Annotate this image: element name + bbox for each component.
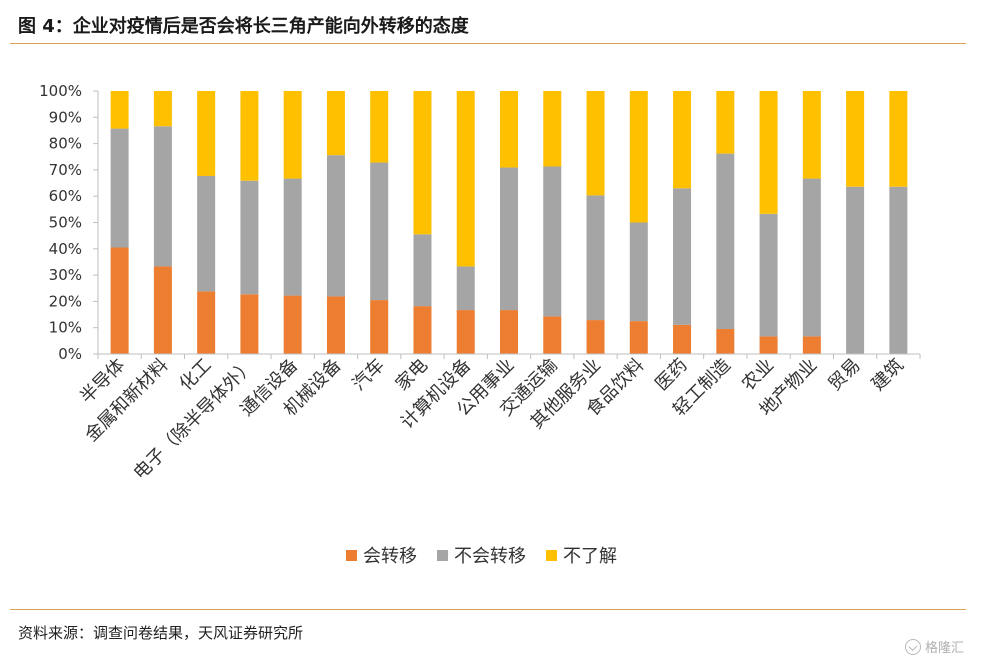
bar-segment-will-move bbox=[197, 291, 216, 354]
legend-label: 不会转移 bbox=[454, 546, 526, 567]
bar-segment-will-move bbox=[283, 295, 302, 354]
bar-segment-unknown bbox=[889, 91, 908, 187]
bar-segment-unknown bbox=[716, 91, 735, 154]
bar-segment-unknown bbox=[110, 91, 129, 129]
x-axis bbox=[93, 90, 921, 359]
bar-segment-will-not-move bbox=[802, 178, 821, 337]
bar-segment-will-not-move bbox=[586, 195, 605, 321]
chart-title: 图 4：企业对疫情后是否会将长三角产能向外转移的态度 bbox=[18, 16, 469, 37]
bar-segment-will-not-move bbox=[240, 180, 259, 295]
bar-segment-unknown bbox=[846, 91, 865, 187]
bar-segment-will-move bbox=[110, 247, 129, 354]
bar-segment-unknown bbox=[500, 91, 518, 168]
bar-segment-will-not-move bbox=[153, 126, 172, 267]
bar-segment-unknown bbox=[283, 91, 302, 179]
bar-segment-will-not-move bbox=[673, 188, 692, 325]
legend-swatch bbox=[546, 549, 557, 561]
y-tick-label: 40% bbox=[49, 240, 82, 258]
bar-segment-will-not-move bbox=[110, 128, 129, 248]
legend-label: 会转移 bbox=[363, 546, 417, 567]
watermark-logo-icon bbox=[904, 638, 921, 655]
y-tick-label: 100% bbox=[39, 82, 82, 100]
bar-segment-will-not-move bbox=[889, 186, 908, 354]
x-tick-label: 贸易 bbox=[824, 355, 864, 395]
bar-segment-will-not-move bbox=[846, 186, 865, 354]
x-tick-label: 建筑 bbox=[868, 355, 908, 395]
legend-label: 不了解 bbox=[563, 546, 617, 567]
bar-segment-unknown bbox=[802, 91, 821, 179]
bar-segment-unknown bbox=[629, 91, 648, 223]
bar-segment-will-move bbox=[543, 316, 562, 354]
bar-segment-will-not-move bbox=[370, 162, 389, 301]
bar-segment-will-move bbox=[716, 329, 735, 354]
title-divider bbox=[10, 43, 966, 44]
bar-segment-will-not-move bbox=[716, 153, 735, 330]
bar-segment-unknown bbox=[456, 91, 475, 267]
source-note: 资料来源：调查问卷结果，天风证券研究所 bbox=[18, 624, 304, 642]
bar-segment-unknown bbox=[153, 91, 172, 127]
y-tick-label: 10% bbox=[49, 319, 82, 337]
bar-segment-unknown bbox=[673, 91, 692, 189]
bar-segment-will-move bbox=[802, 336, 821, 354]
bar-series bbox=[110, 91, 908, 354]
y-tick-label: 20% bbox=[49, 292, 82, 310]
y-axis-ticks: 0% 10% 20% 30% 40% 50% 60% 70% 80% 90% 100% bbox=[39, 82, 82, 363]
bar-segment-unknown bbox=[586, 91, 605, 196]
y-tick-label: 70% bbox=[49, 161, 82, 179]
bar-segment-will-move bbox=[500, 310, 518, 354]
bar-segment-unknown bbox=[240, 91, 259, 181]
bar-segment-will-move bbox=[370, 300, 389, 354]
bar-segment-unknown bbox=[543, 91, 562, 167]
bar-segment-will-move bbox=[673, 324, 692, 354]
y-tick-label: 0% bbox=[58, 345, 82, 363]
legend-item-will-move: 会转移 bbox=[346, 542, 417, 568]
bar-segment-will-not-move bbox=[283, 178, 302, 296]
bar-segment-will-not-move bbox=[759, 213, 778, 337]
bar-segment-will-move bbox=[586, 320, 605, 354]
bar-segment-unknown bbox=[759, 91, 778, 214]
bar-segment-unknown bbox=[413, 91, 432, 235]
bar-segment-will-not-move bbox=[326, 155, 345, 297]
bar-segment-will-move bbox=[326, 296, 345, 354]
y-tick-label: 30% bbox=[49, 266, 82, 284]
bar-segment-will-not-move bbox=[413, 234, 432, 307]
bar-segment-will-not-move bbox=[197, 175, 216, 292]
y-tick-label: 90% bbox=[49, 108, 82, 126]
bar-segment-unknown bbox=[326, 91, 345, 156]
bar-segment-will-move bbox=[413, 306, 432, 354]
legend: 会转移 不会转移 不了解 bbox=[346, 542, 617, 568]
x-tick-label: 汽车 bbox=[348, 355, 388, 395]
legend-swatch bbox=[346, 549, 357, 561]
bar-segment-will-move bbox=[759, 336, 778, 354]
bar-segment-will-not-move bbox=[500, 167, 518, 311]
y-tick-label: 50% bbox=[49, 214, 82, 232]
y-tick-label: 80% bbox=[49, 135, 82, 153]
bar-segment-will-not-move bbox=[456, 266, 475, 311]
legend-item-will-not-move: 不会转移 bbox=[437, 542, 526, 568]
bar-segment-will-not-move bbox=[543, 166, 562, 317]
bar-segment-will-move bbox=[153, 266, 172, 354]
bar-segment-will-move bbox=[240, 294, 259, 354]
bar-segment-unknown bbox=[370, 91, 389, 163]
bar-segment-will-not-move bbox=[629, 222, 648, 322]
bar-segment-will-move bbox=[629, 321, 648, 354]
bar-segment-will-move bbox=[456, 310, 475, 354]
footer-divider bbox=[10, 609, 966, 610]
watermark: 格隆汇 bbox=[904, 637, 964, 656]
bar-segment-unknown bbox=[197, 91, 216, 176]
watermark-text: 格隆汇 bbox=[924, 641, 964, 656]
legend-swatch bbox=[437, 549, 448, 561]
legend-item-unknown: 不了解 bbox=[546, 542, 617, 568]
y-tick-label: 60% bbox=[49, 187, 82, 205]
